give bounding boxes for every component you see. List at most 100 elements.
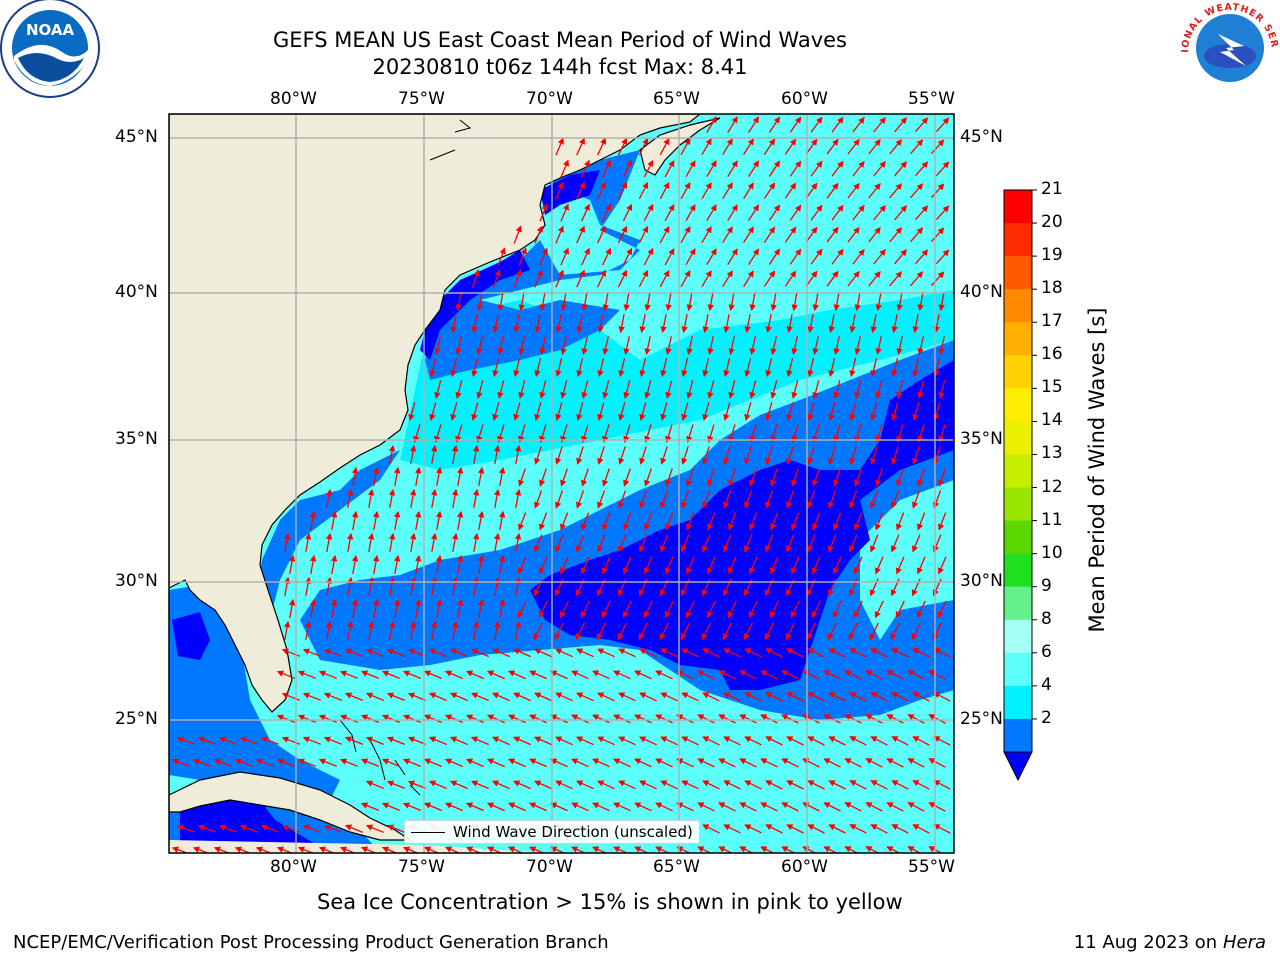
wave-direction-arrow bbox=[823, 758, 841, 768]
wave-direction-arrow bbox=[617, 622, 627, 641]
wave-direction-arrow bbox=[508, 670, 526, 680]
wave-direction-arrow bbox=[393, 510, 401, 531]
land-bahamas bbox=[339, 719, 421, 796]
wave-direction-arrow bbox=[833, 291, 840, 312]
wave-direction-arrow bbox=[407, 736, 426, 746]
wave-direction-arrow bbox=[833, 424, 841, 443]
wave-direction-arrow bbox=[791, 512, 800, 531]
wave-direction-arrow bbox=[890, 534, 900, 553]
wave-direction-arrow bbox=[806, 622, 816, 641]
wave-direction-arrow bbox=[875, 512, 884, 531]
wave-direction-arrow bbox=[560, 203, 569, 222]
wave-direction-arrow bbox=[739, 714, 757, 724]
wave-direction-arrow bbox=[896, 468, 904, 487]
wave-period-under-2-central bbox=[530, 360, 954, 690]
wave-direction-arrow bbox=[917, 512, 926, 531]
wave-direction-arrow bbox=[718, 670, 736, 680]
wave-direction-arrow bbox=[255, 758, 275, 767]
wave-direction-arrow bbox=[870, 358, 878, 378]
wave-direction-arrow bbox=[676, 714, 694, 724]
wave-direction-arrow bbox=[429, 402, 437, 421]
wave-direction-arrow bbox=[302, 648, 322, 657]
colorbar-under-extension bbox=[1003, 751, 1033, 782]
wave-direction-arrow bbox=[534, 780, 552, 790]
wave-direction-arrow bbox=[576, 490, 585, 509]
wave-direction-arrow bbox=[865, 846, 880, 853]
wave-direction-arrow bbox=[239, 824, 259, 833]
wave-direction-arrow bbox=[381, 846, 398, 853]
colorbar-segment bbox=[1004, 322, 1032, 356]
wave-direction-arrow bbox=[498, 466, 506, 487]
wave-direction-arrow bbox=[770, 380, 778, 399]
wave-direction-arrow bbox=[828, 314, 835, 334]
wave-direction-arrow bbox=[807, 824, 825, 834]
wave-direction-arrow bbox=[451, 620, 459, 641]
wave-direction-arrow bbox=[497, 336, 504, 356]
wave-direction-arrow bbox=[560, 247, 569, 266]
wave-direction-arrow bbox=[870, 648, 888, 658]
wave-direction-arrow bbox=[790, 600, 800, 619]
wave-direction-arrow bbox=[309, 554, 317, 575]
wave-direction-arrow bbox=[849, 358, 857, 378]
wave-direction-arrow bbox=[701, 182, 712, 200]
wave-direction-arrow bbox=[613, 802, 631, 812]
wave-direction-arrow bbox=[832, 600, 842, 619]
wave-direction-arrow bbox=[639, 314, 646, 334]
wave-direction-arrow bbox=[807, 314, 814, 334]
wave-direction-arrow bbox=[617, 534, 627, 553]
wave-direction-arrow bbox=[739, 802, 757, 812]
lon-label-bottom-55w: 55°W bbox=[908, 857, 955, 877]
wave-direction-arrow bbox=[444, 758, 463, 768]
wave-direction-arrow bbox=[676, 802, 694, 812]
wave-direction-arrow bbox=[407, 648, 426, 658]
wave-direction-arrow bbox=[508, 714, 526, 724]
wave-direction-arrow bbox=[938, 424, 946, 443]
wave-direction-arrow bbox=[915, 249, 929, 265]
wave-direction-arrow bbox=[539, 468, 547, 487]
wave-direction-arrow bbox=[492, 314, 499, 334]
wave-direction-arrow bbox=[513, 269, 522, 288]
wave-direction-arrow bbox=[676, 846, 692, 853]
wave-direction-arrow bbox=[665, 336, 672, 356]
wave-direction-arrow bbox=[854, 291, 861, 312]
wave-period-under-2-midatlantic bbox=[420, 250, 530, 360]
wave-direction-arrow bbox=[493, 444, 501, 465]
wave-direction-arrow bbox=[727, 160, 738, 178]
wave-direction-arrow bbox=[744, 780, 762, 790]
wave-direction-arrow bbox=[518, 468, 526, 487]
wave-direction-arrow bbox=[592, 846, 608, 853]
wave-direction-arrow bbox=[930, 271, 945, 287]
wave-direction-arrow bbox=[781, 802, 799, 812]
wave-direction-arrow bbox=[218, 824, 238, 833]
wave-direction-arrow bbox=[639, 780, 657, 790]
wave-direction-arrow bbox=[891, 692, 909, 702]
wave-direction-arrow bbox=[498, 598, 506, 619]
wave-direction-arrow bbox=[576, 269, 585, 288]
wave-direction-arrow bbox=[680, 181, 691, 200]
wave-direction-arrow bbox=[386, 648, 405, 658]
wave-direction-arrow bbox=[513, 402, 521, 421]
wave-direction-arrow bbox=[534, 358, 542, 378]
wave-direction-arrow bbox=[529, 802, 547, 812]
wave-direction-arrow bbox=[388, 488, 396, 509]
wave-direction-arrow bbox=[723, 446, 731, 465]
wave-direction-arrow bbox=[895, 600, 905, 619]
wave-direction-arrow bbox=[907, 846, 922, 853]
wave-direction-arrow bbox=[785, 622, 795, 641]
wave-direction-arrow bbox=[763, 138, 776, 155]
wave-direction-arrow bbox=[854, 512, 863, 531]
wave-direction-arrow bbox=[623, 512, 632, 531]
wave-direction-arrow bbox=[707, 336, 714, 356]
wave-direction-arrow bbox=[555, 780, 573, 790]
wave-direction-arrow bbox=[938, 468, 946, 487]
wave-direction-arrow bbox=[423, 670, 442, 680]
wave-direction-arrow bbox=[576, 358, 584, 378]
wave-direction-arrow bbox=[697, 802, 715, 812]
wave-direction-arrow bbox=[665, 291, 672, 312]
wave-direction-arrow bbox=[617, 225, 628, 244]
wave-direction-arrow bbox=[886, 802, 904, 812]
wave-direction-arrow bbox=[706, 248, 717, 266]
wave-direction-arrow bbox=[513, 692, 531, 702]
wave-direction-arrow bbox=[555, 269, 564, 288]
wave-direction-arrow bbox=[760, 670, 778, 680]
